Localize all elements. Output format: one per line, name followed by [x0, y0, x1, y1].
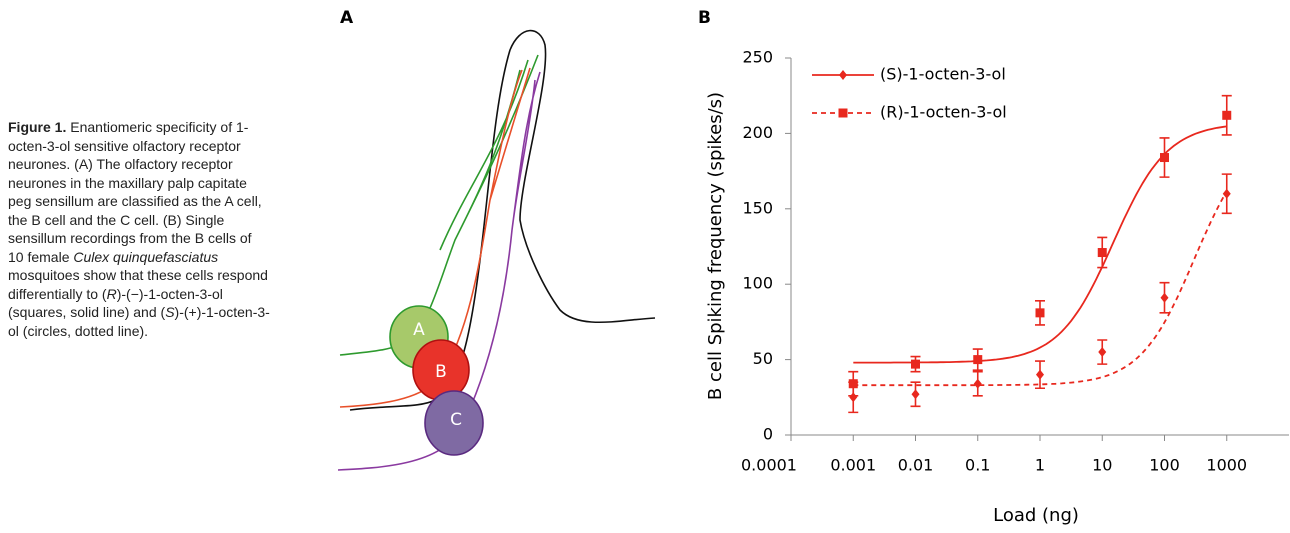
legend-marker: [838, 108, 848, 118]
y-tick-label: 150: [742, 198, 773, 217]
y-tick-label: 100: [742, 274, 773, 293]
caption-text: )-(+)-1-octen-3-ol (circles, dotted line…: [8, 304, 270, 339]
caption: Figure 1. Enantiomeric specificity of 1-…: [8, 118, 270, 340]
y-tick-label: 250: [742, 48, 773, 67]
cell-c: [424, 390, 484, 456]
data-point: [1036, 369, 1044, 380]
data-point: [1222, 110, 1232, 120]
cell-label: A: [413, 320, 425, 340]
x-tick-label: 0.001: [830, 456, 876, 475]
data-point: [849, 392, 858, 403]
legend-label: (S)-1-octen-3-ol: [880, 65, 1006, 84]
legend-label: (R)-1-octen-3-ol: [880, 103, 1007, 122]
caption-text: Enantiomeric specificity of 1-octen-3-ol…: [8, 119, 262, 265]
caption-text: R: [106, 285, 117, 302]
dendrite-a: [339, 54, 539, 356]
x-tick-label: 1: [1035, 456, 1045, 475]
diagram: [337, 29, 656, 471]
fit-curve: [853, 191, 1228, 387]
dendrite-c: [337, 71, 541, 471]
x-axis-label: Load (ng): [993, 505, 1079, 526]
caption-text: Culex quinquefasciatus: [73, 248, 219, 265]
y-tick-label: 0: [763, 425, 773, 444]
x-tick-label: 1000: [1206, 456, 1247, 475]
data-point: [1035, 308, 1045, 318]
caption-label: Figure 1.: [8, 119, 67, 135]
dendrite-b: [339, 67, 531, 408]
x-tick-label: 0.1: [965, 456, 990, 475]
data-point: [1098, 347, 1107, 358]
data-point: [973, 355, 983, 365]
data-point: [1160, 153, 1169, 163]
y-axis-label: B cell Spiking frequency (spikes/s): [705, 92, 726, 400]
caption-text: S: [165, 304, 175, 320]
panel-label: A: [340, 8, 354, 28]
cell-label: B: [435, 362, 447, 382]
fit-curve: [853, 125, 1227, 364]
cell-label: C: [450, 410, 462, 430]
data-point: [1160, 292, 1169, 303]
caption-text: mosquitoes show that these cells respond…: [8, 267, 268, 302]
y-tick-label: 200: [742, 123, 773, 142]
x-tick-label: 10: [1092, 456, 1112, 475]
data-point: [911, 359, 920, 369]
data-point: [1222, 188, 1231, 199]
data-point: [911, 389, 920, 400]
x-tick-label: 0.0001: [741, 456, 797, 475]
panel-label: B: [698, 8, 711, 28]
legend-marker: [839, 70, 847, 80]
data-point: [1097, 248, 1107, 258]
caption-text: )-(−)-1-octen-3-ol (squares, solid line)…: [8, 285, 223, 321]
y-tick-label: 50: [753, 349, 773, 368]
data-point: [973, 378, 982, 389]
x-tick-label: 100: [1149, 456, 1180, 475]
x-tick-label: 0.01: [898, 456, 934, 475]
